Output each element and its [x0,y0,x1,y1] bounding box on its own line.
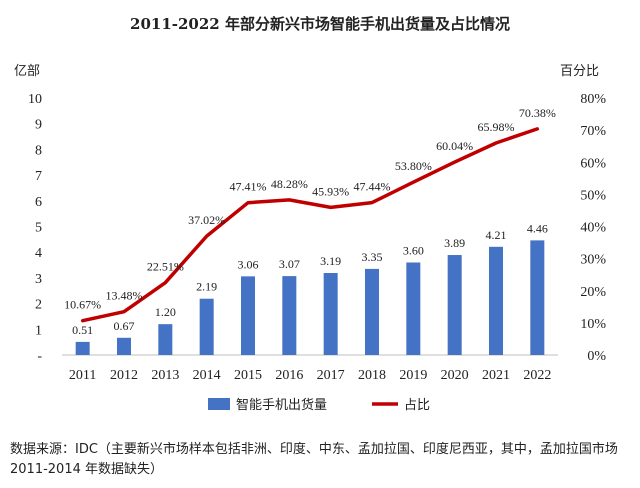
y-left-tick-label: 10 [28,92,42,107]
bar-value-label: 1.20 [155,305,176,319]
bar [489,246,503,355]
bar-value-label: 0.51 [72,323,93,337]
x-tick-label: 2014 [193,368,221,383]
line-value-label: 60.04% [436,139,473,153]
x-tick-label: 2019 [399,368,427,383]
bar-value-label: 3.07 [279,257,300,271]
y-right-ticks: 0% 10% 20% 30% 40% 50% 60% 70% 80% [580,92,606,364]
x-tick-label: 2015 [234,368,262,383]
line-value-label: 37.02% [188,213,225,227]
line-value-label: 47.41% [230,180,267,194]
y-left-tick-label: - [37,349,42,364]
line-value-label: 53.80% [395,159,432,173]
y-right-tick-label: 40% [580,221,606,236]
y-left-tick-label: 7 [35,169,42,184]
y-right-tick-label: 80% [580,92,606,107]
bar-value-label: 3.60 [403,243,424,257]
bar [365,268,379,355]
x-tick-label: 2013 [151,368,179,383]
bar-series [75,240,545,355]
bar-value-label: 0.67 [114,319,135,333]
y-left-tick-label: 6 [35,195,42,210]
bar [117,337,131,355]
bar-value-label: 4.21 [486,228,507,242]
x-tick-label: 2017 [317,368,345,383]
x-tick-label: 2021 [482,368,510,383]
y-left-ticks: - 1 2 3 4 5 6 7 8 9 10 [28,92,42,364]
line-value-label: 48.28% [271,177,308,191]
bar [75,341,90,355]
x-tick-label: 2022 [523,368,551,383]
y-left-tick-label: 4 [35,246,42,261]
legend: 智能手机出货量 占比 [208,397,430,413]
y-right-tick-label: 50% [580,188,606,203]
bar-value-label: 3.06 [238,257,259,271]
y-left-tick-label: 2 [35,298,42,313]
bar [199,298,214,355]
legend-bar-label: 智能手机出货量 [236,397,327,413]
line-value-label: 65.98% [478,120,515,134]
x-tick-label: 2018 [358,368,386,383]
bar-value-label: 2.19 [196,280,217,294]
line-value-label: 10.67% [64,298,101,312]
y-left-tick-label: 9 [35,118,42,133]
legend-line-label: 占比 [404,398,430,413]
chart-title: 2011-2022 年部分新兴市场智能手机出货量及占比情况 [130,15,510,33]
y-right-axis-label: 百分比 [560,64,599,79]
x-tick-label: 2011 [69,368,96,383]
x-axis-ticks: 2011 2012 2013 2014 2015 2016 2017 2018 2019 2020… [69,368,551,383]
y-right-tick-label: 70% [580,124,606,139]
y-left-tick-label: 3 [35,272,42,287]
bar [530,240,545,355]
y-left-tick-label: 5 [35,221,42,236]
y-right-tick-label: 0% [587,349,606,364]
bar [323,273,338,355]
line-value-label: 22.51% [147,260,184,274]
y-right-tick-label: 20% [580,285,606,300]
bar [158,324,173,355]
y-left-tick-label: 1 [35,323,42,338]
source-note: 数据来源：IDC（主要新兴市场样本包括非洲、印度、中东、孟加拉国、印度尼西亚，其… [10,442,618,477]
line-value-label: 70.38% [519,106,556,120]
line-value-labels: 10.67% 13.48% 22.51% 37.02% 47.41% 48.28% 45.9… [64,106,556,312]
line-value-label: 47.44% [354,180,391,194]
y-left-tick-label: 8 [35,143,42,158]
y-right-tick-label: 60% [580,156,606,171]
bar-value-label: 3.19 [320,254,341,268]
bar [447,255,462,355]
bar [406,262,421,355]
legend-bar-swatch [208,398,230,410]
bar [282,276,297,355]
share-line [80,127,540,323]
chart: 2011-2022 年部分新兴市场智能手机出货量及占比情况 亿部 百分比 - 1 2… [14,15,606,413]
x-tick-label: 2020 [441,368,469,383]
line-value-label: 45.93% [312,184,349,198]
bar-value-label: 3.89 [444,236,465,250]
y-left-axis-label: 亿部 [14,64,40,79]
x-tick-label: 2012 [110,368,138,383]
bar [241,276,255,355]
line-value-label: 13.48% [106,289,143,303]
bar-value-labels: 0.51 0.67 1.20 2.19 3.06 3.07 3.19 3.35 3.60 3.89… [72,221,548,337]
bar-value-label: 4.46 [527,221,548,235]
y-right-tick-label: 30% [580,253,606,268]
x-tick-label: 2016 [275,368,303,383]
y-right-tick-label: 10% [580,317,606,332]
bar-value-label: 3.35 [362,250,383,264]
